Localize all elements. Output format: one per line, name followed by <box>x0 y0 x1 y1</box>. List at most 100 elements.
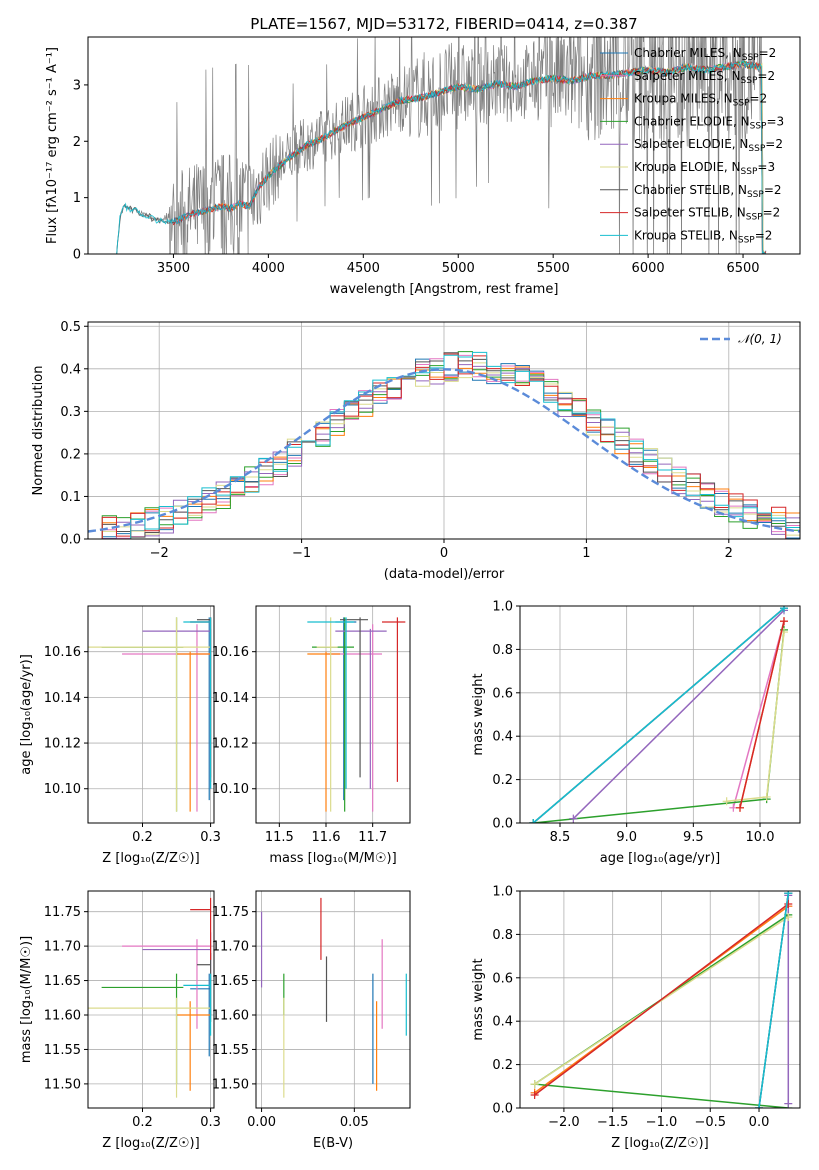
y-axis-label: Normed distribution <box>31 366 46 496</box>
y-axis-label: Flux [fλ10⁻¹⁷ erg cm⁻² s⁻¹ A⁻¹] <box>45 47 60 244</box>
y-tick-label: 10.10 <box>212 782 249 797</box>
y-tick-label: 0.0 <box>60 533 81 548</box>
weight-point <box>780 606 788 613</box>
weight-vs-age-panel: 8.5 9.0 9.5 10.0 0.0 0.2 0.4 0.6 0.8 1.0 age [log₁… <box>471 600 801 866</box>
legend-entry: Chabrier STELIB, NSSP=2 <box>634 183 782 200</box>
y-tick-label: 11.50 <box>44 1077 81 1092</box>
x-tick-label: 11.6 <box>312 830 341 845</box>
x-tick-label: 0.3 <box>200 1115 221 1130</box>
y-tick-label: 0.4 <box>60 362 81 377</box>
legend-entry: Kroupa STELIB, NSSP=2 <box>634 228 772 245</box>
y-tick-label: 10.16 <box>212 645 249 660</box>
weight-point <box>569 814 578 823</box>
legend-entry: Salpeter STELIB, NSSP=2 <box>634 206 780 223</box>
spectrum-plot-area <box>116 37 767 254</box>
y-tick-label: 10.16 <box>44 645 81 660</box>
y-tick-label: 0.0 <box>492 1102 513 1117</box>
x-tick-label: −1.0 <box>646 1115 678 1130</box>
y-tick-label: 0.8 <box>492 928 513 943</box>
residuals-plot-area <box>88 351 800 539</box>
weight-line-kroupa-elodie <box>534 916 789 1085</box>
weight-vs-Z-plot-area <box>530 891 793 1108</box>
y-tick-label: 10.14 <box>44 691 81 706</box>
legend-entry: Kroupa ELODIE, NSSP=3 <box>634 160 775 177</box>
x-tick-label: 3500 <box>157 261 190 276</box>
weight-point <box>729 803 738 812</box>
x-tick-label: 4500 <box>347 261 380 276</box>
y-tick-label: 11.55 <box>44 1043 81 1058</box>
weight-point <box>530 1080 539 1089</box>
x-tick-label: −1.5 <box>597 1115 629 1130</box>
weight-line-salpeter-stelib <box>534 903 789 1096</box>
y-tick-label: 10.10 <box>44 782 81 797</box>
y-tick-label: 0.6 <box>492 971 513 986</box>
y-tick-label: 0.2 <box>492 1058 513 1073</box>
legend-entry: Chabrier MILES, NSSP=2 <box>634 46 776 63</box>
weight-point <box>784 1099 793 1108</box>
legend-entry: Chabrier ELODIE, NSSP=3 <box>634 114 784 131</box>
legend-entry: 𝒩(0, 1) <box>738 332 782 346</box>
x-axis-label: E(B-V) <box>313 1136 353 1151</box>
weight-point <box>784 891 793 898</box>
legend-entry: Salpeter ELODIE, NSSP=2 <box>634 137 783 154</box>
y-tick-label: 2 <box>73 135 81 150</box>
y-axis-label: age [log₁₀(age/yr)] <box>19 654 34 775</box>
x-tick-label: 11.7 <box>358 830 387 845</box>
y-tick-label: 10.12 <box>212 737 249 752</box>
model-line-chabrier-stelib <box>116 61 767 254</box>
x-tick-label: 0 <box>440 546 448 561</box>
x-axis-label: age [log₁₀(age/yr)] <box>600 851 721 866</box>
x-tick-label: 11.5 <box>265 830 294 845</box>
x-tick-label: 0.00 <box>247 1115 276 1130</box>
y-tick-label: 0.3 <box>60 405 81 420</box>
histogram-chabrier-elodie <box>88 351 800 539</box>
y-tick-label: 10.14 <box>212 691 249 706</box>
axes-frame <box>87 890 215 1109</box>
y-tick-label: 0.4 <box>492 730 513 745</box>
age-vs-Z-panel: 0.2 0.3 10.10 10.12 10.14 10.16 Z [log₁₀(Z/Z☉)… <box>19 605 221 866</box>
x-tick-label: 1 <box>582 546 590 561</box>
x-tick-label: 0.0 <box>749 1115 770 1130</box>
x-axis-label: Z [log₁₀(Z/Z☉)] <box>102 851 199 866</box>
x-tick-label: 0.3 <box>200 830 221 845</box>
y-tick-label: 0.5 <box>60 320 81 335</box>
model-line-kroupa-stelib <box>116 60 767 254</box>
histogram-chabrier-stelib <box>88 352 800 539</box>
y-tick-label: 0.4 <box>492 1015 513 1030</box>
histogram-kroupa-miles <box>88 366 800 539</box>
figure-title: PLATE=1567, MJD=53172, FIBERID=0414, z=0… <box>250 15 637 33</box>
x-tick-label: 0.05 <box>340 1115 369 1130</box>
histogram-kroupa-stelib <box>88 351 800 539</box>
axes-frame <box>255 890 411 1109</box>
y-tick-label: 11.65 <box>44 974 81 989</box>
y-tick-label: 11.75 <box>44 905 81 920</box>
weight-point <box>755 1104 764 1108</box>
x-tick-label: 9.0 <box>616 830 637 845</box>
x-tick-label: −0.5 <box>694 1115 726 1130</box>
y-tick-label: 11.60 <box>44 1009 81 1024</box>
weight-point <box>780 617 788 626</box>
weight-point <box>530 1090 539 1099</box>
y-tick-label: 0.6 <box>492 686 513 701</box>
weight-point <box>722 797 731 806</box>
y-axis-label: mass weight <box>471 673 486 755</box>
age-vs-mass-plot-area <box>307 617 406 812</box>
spectrum-data-line <box>116 37 766 254</box>
axes-frame <box>519 605 801 824</box>
normal-curve <box>88 368 800 533</box>
histogram-salpeter-stelib <box>88 353 800 539</box>
y-axis-label: mass [log₁₀(M/M☉)] <box>19 936 34 1063</box>
x-axis-label: mass [log₁₀(M/M☉)] <box>269 851 396 866</box>
y-tick-label: 11.75 <box>212 905 249 920</box>
histogram-kroupa-elodie <box>88 362 800 539</box>
y-tick-label: 0.2 <box>492 773 513 788</box>
weight-point <box>736 803 744 812</box>
x-tick-label: 4000 <box>252 261 285 276</box>
x-tick-label: 9.5 <box>683 830 704 845</box>
weight-vs-Z-panel: −2.0 −1.5 −1.0 −0.5 0.0 0.0 0.2 0.4 0.6 0.8 1.0 Z [… <box>471 885 801 1151</box>
x-axis-label: (data-model)/error <box>384 567 505 582</box>
x-tick-label: 6000 <box>632 261 665 276</box>
x-tick-label: 8.5 <box>550 830 571 845</box>
y-tick-label: 1.0 <box>492 600 513 615</box>
